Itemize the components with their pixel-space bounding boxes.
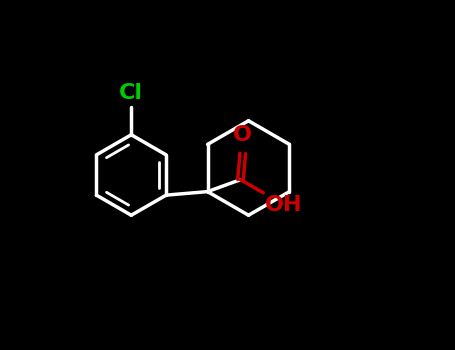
Text: Cl: Cl — [119, 83, 143, 103]
Text: O: O — [233, 125, 252, 145]
Text: OH: OH — [265, 195, 303, 215]
